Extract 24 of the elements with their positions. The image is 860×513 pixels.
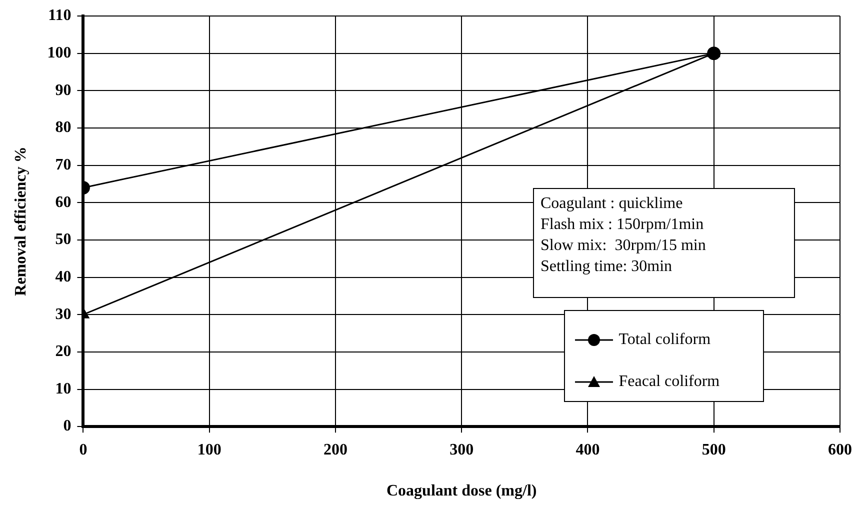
y-tick-label: 70 (55, 156, 72, 174)
y-tick-label: 10 (55, 380, 72, 398)
y-tick-label: 30 (55, 306, 72, 323)
note-box: Coagulant : quicklime Flash mix : 150rpm/1min Slow mix: 30rpm/15 min Settling time: 30min (533, 188, 796, 298)
y-tick-label: 50 (55, 231, 72, 248)
legend-label: Total coliform (618, 330, 711, 349)
x-tick-label: 500 (702, 441, 726, 458)
y-tick-label: 110 (48, 7, 72, 24)
x-tick-label: 200 (323, 441, 348, 458)
legend-label: Feacal coliform (618, 372, 720, 391)
x-tick-label: 0 (79, 441, 88, 458)
x-tick-label: 600 (828, 441, 852, 458)
y-tick-label: 0 (63, 418, 72, 435)
y-tick-label: 40 (55, 268, 72, 286)
x-axis-title: Coagulant dose (mg/l) (386, 482, 537, 500)
y-tick-label: 60 (55, 194, 72, 211)
y-tick-label: 100 (47, 44, 72, 62)
x-tick-label: 400 (576, 441, 600, 458)
x-tick-label: 300 (450, 441, 474, 458)
y-tick-label: 20 (55, 343, 72, 360)
x-tick-label: 100 (197, 441, 222, 458)
y-tick-label: 80 (55, 119, 72, 136)
y-axis-title: Removal efficiency % (12, 146, 30, 296)
y-tick-label: 90 (55, 82, 72, 99)
